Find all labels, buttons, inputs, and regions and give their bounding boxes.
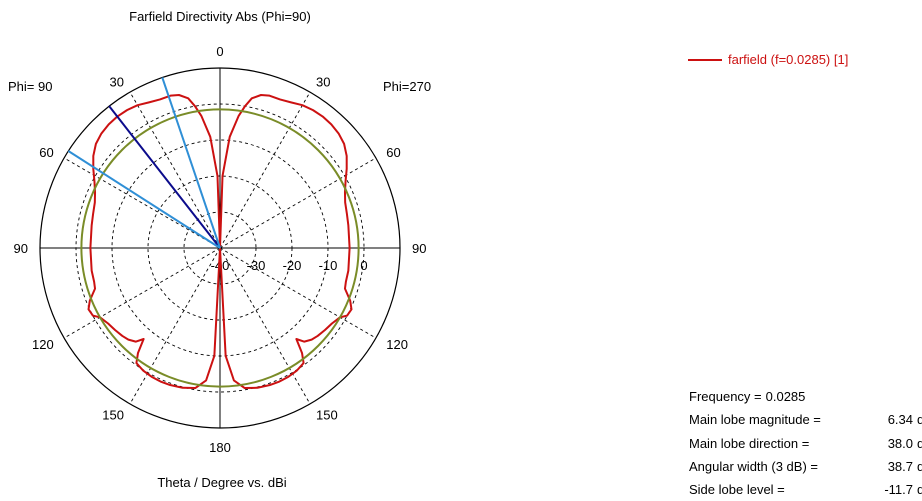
marker-lines	[67, 77, 221, 249]
info-row: Main lobe direction = 38.0 deg.	[689, 432, 922, 455]
info-value: -11.7	[884, 482, 913, 498]
info-label: Main lobe direction =	[689, 435, 810, 451]
angle-tick-label: 60	[39, 145, 53, 160]
radial-tick-label: 0	[360, 258, 367, 273]
legend-swatch	[688, 58, 722, 61]
info-unit: deg.	[917, 435, 922, 451]
x-axis-label: Theta / Degree vs. dBi	[157, 475, 286, 490]
legend: farfield (f=0.0285) [1]	[688, 52, 848, 67]
angle-tick-label: 90	[412, 241, 426, 256]
3db-beam-edge-line	[161, 77, 221, 249]
chart-title: Farfield Directivity Abs (Phi=90)	[129, 9, 311, 24]
left-phi-label: Phi= 90	[8, 79, 52, 94]
grid-spoke	[63, 247, 221, 339]
info-row: Side lobe level = -11.7dB	[689, 478, 922, 501]
angle-tick-label: 30	[316, 75, 330, 90]
angle-tick-label: 60	[386, 145, 400, 160]
info-value: 38.7	[887, 458, 913, 474]
info-panel: Frequency = 0.0285 Main lobe magnitude = 6.…	[689, 385, 922, 501]
grid-spoke	[219, 247, 377, 339]
info-label: Main lobe magnitude =	[689, 412, 821, 428]
grid-spoke	[219, 157, 377, 249]
right-phi-label: Phi=270	[383, 79, 431, 94]
info-label: Side lobe level =	[689, 482, 785, 498]
info-row: Angular width (3 dB) = 38.7 deg.	[689, 455, 922, 478]
info-unit: dB	[917, 482, 922, 498]
angle-tick-label: 120	[386, 337, 408, 352]
info-row: Main lobe magnitude = 6.34 dBi	[689, 408, 922, 431]
radial-tick-label: -20	[283, 258, 302, 273]
info-unit: dBi	[917, 412, 922, 428]
angle-tick-label: 180	[209, 440, 231, 455]
info-label: Angular width (3 dB) =	[689, 458, 818, 474]
info-value: 0.0285	[765, 389, 806, 404]
grid-spoke	[63, 157, 221, 249]
angle-tick-label: 0	[216, 44, 223, 59]
grid-spoke	[129, 91, 221, 249]
radial-tick-label: -30	[247, 258, 266, 273]
polar-grid	[39, 67, 401, 429]
grid-spoke	[219, 91, 311, 249]
angle-tick-label: 30	[110, 75, 124, 90]
info-row: Frequency = 0.0285	[689, 385, 922, 408]
grid-spoke	[129, 247, 221, 405]
legend-entry: farfield (f=0.0285) [1]	[728, 52, 849, 67]
angle-tick-label: 150	[316, 407, 338, 422]
grid-spoke	[219, 247, 311, 405]
info-value: 38.0	[887, 435, 913, 451]
radial-tick-labels: -40 -30 -20 -10 0	[211, 258, 368, 273]
info-label: Frequency =	[689, 389, 762, 404]
radial-tick-label: -10	[319, 258, 338, 273]
info-unit: deg.	[917, 458, 922, 474]
angle-tick-label: 90	[14, 241, 28, 256]
main-lobe-direction-line	[108, 105, 221, 249]
angle-tick-labels: 0 30 60 90 120 150 180 150 120 90 60 30	[14, 44, 427, 455]
3db-beam-edge-line	[67, 150, 221, 249]
angle-tick-label: 150	[102, 407, 124, 422]
series-1-reference-circle	[80, 108, 360, 388]
info-value: 6.34	[887, 412, 913, 428]
angle-tick-label: 120	[32, 337, 54, 352]
